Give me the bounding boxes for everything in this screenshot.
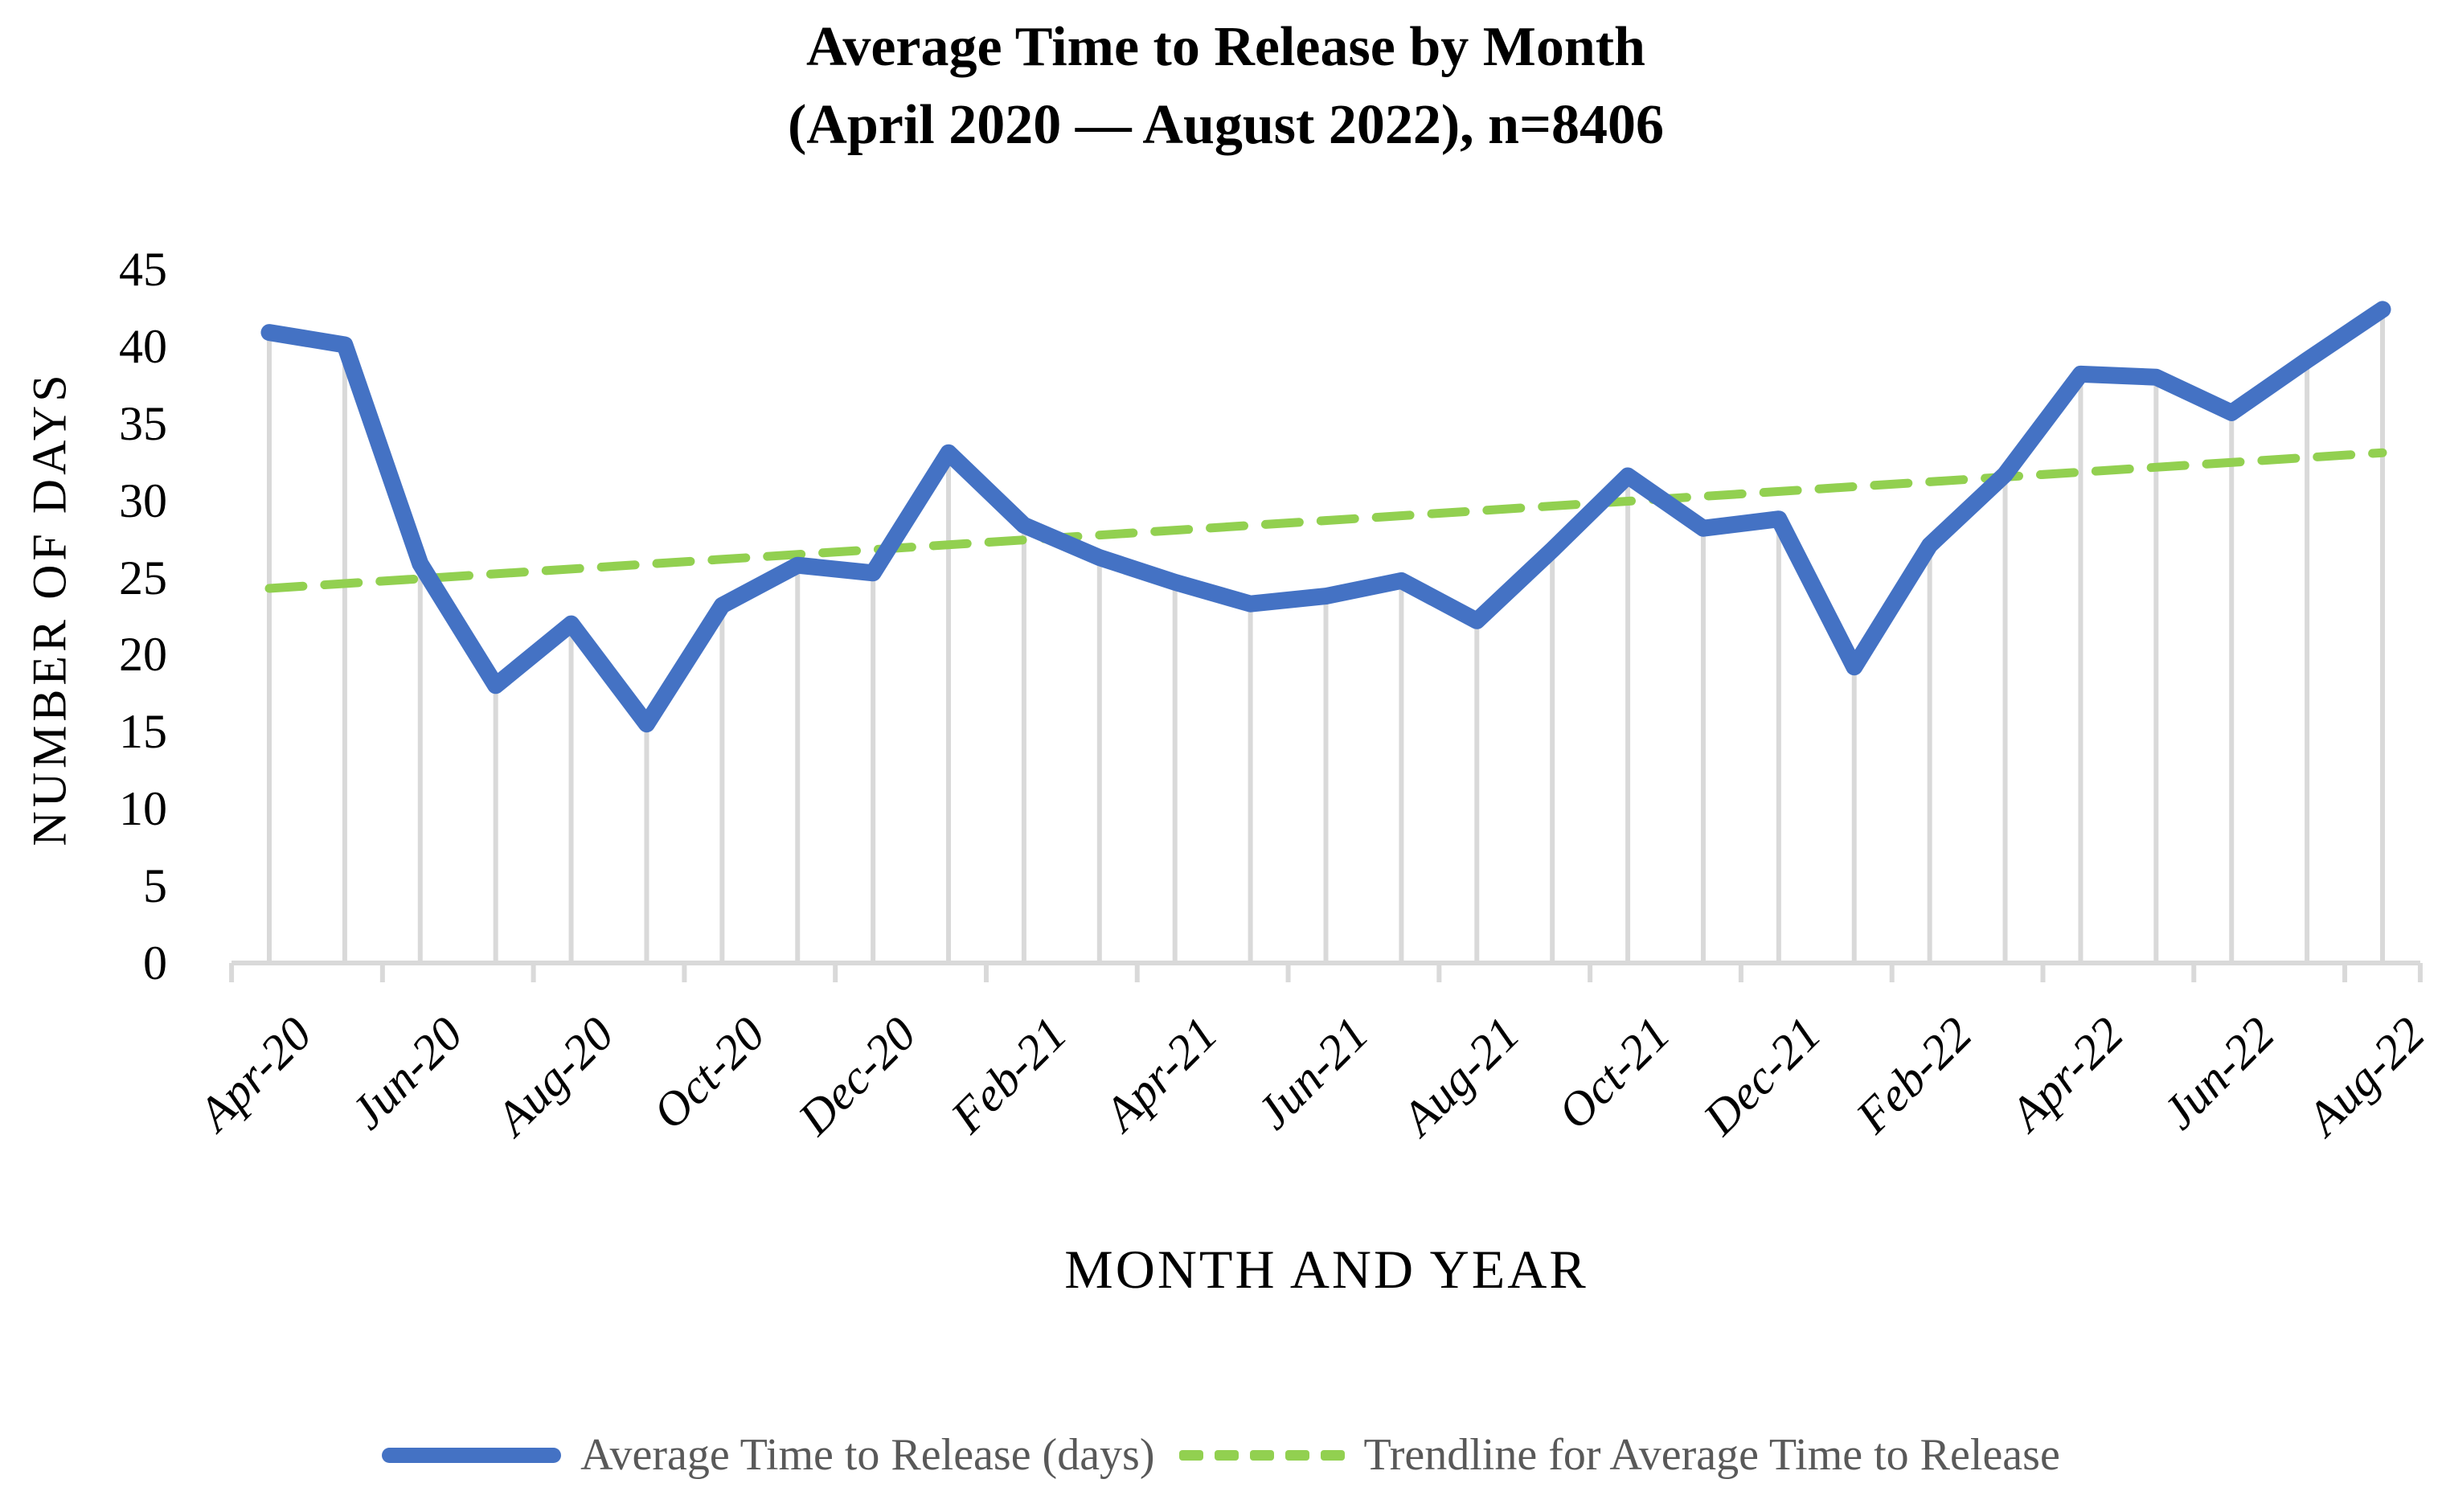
legend-label-trendline: Trendline for Average Time to Release bbox=[1363, 1430, 2060, 1480]
dashed-line-swatch-icon bbox=[1178, 1449, 1345, 1461]
trendline bbox=[264, 448, 2387, 593]
legend-item-trendline: Trendline for Average Time to Release bbox=[1178, 1429, 2060, 1481]
chart-title-line2: (April 2020 — August 2022), n=8406 bbox=[788, 94, 1664, 156]
y-tick-label: 35 bbox=[119, 396, 167, 450]
y-tick-label: 30 bbox=[119, 473, 167, 527]
y-tick-label: 0 bbox=[143, 936, 167, 990]
legend-item-average-line: Average Time to Release (days) bbox=[382, 1429, 1155, 1481]
y-tick-label: 25 bbox=[119, 551, 167, 604]
y-tick-label: 20 bbox=[119, 628, 167, 682]
y-tick-label: 5 bbox=[143, 859, 167, 913]
solid-line-swatch-icon bbox=[382, 1447, 562, 1463]
legend: Average Time to Release (days) Trendline… bbox=[0, 1429, 2442, 1481]
chart-title-line1: Average Time to Release by Month bbox=[806, 16, 1645, 78]
average-time-line bbox=[260, 301, 2391, 733]
y-tick-label: 15 bbox=[119, 705, 167, 759]
chart-title: Average Time to Release by Month (April … bbox=[788, 8, 1664, 164]
legend-label-average: Average Time to Release (days) bbox=[580, 1430, 1155, 1480]
y-tick-label: 10 bbox=[119, 782, 167, 836]
x-axis-title: MONTH AND YEAR bbox=[1064, 1239, 1588, 1300]
y-tick-label: 40 bbox=[119, 319, 167, 373]
y-tick-label: 45 bbox=[119, 243, 167, 296]
